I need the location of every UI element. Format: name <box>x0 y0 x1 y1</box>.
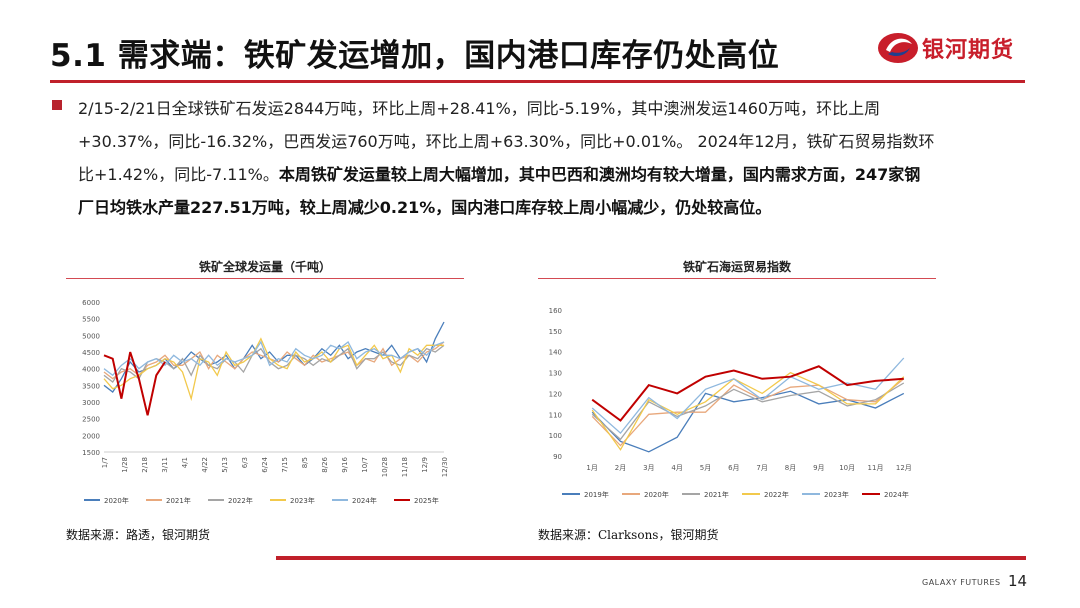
y-tick-label: 4500 <box>82 349 100 357</box>
trade-index-chart: 铁矿石海运贸易指数 160 150 140 130 120 110 100 90 1月 2月 3月 4… <box>538 250 936 520</box>
legend-label: 2021年 <box>166 496 191 505</box>
shipment-chart-title: 铁矿全球发运量（千吨） <box>198 260 331 274</box>
x-tick-label: 12/9 <box>421 457 429 473</box>
summary-line-3-bold: 本周铁矿发运量较上周大幅增加，其中巴西和澳洲均有较大增量，国内需求方面，247家… <box>278 165 921 184</box>
legend-label: 2025年 <box>414 496 439 505</box>
x-tick-label: 6月 <box>728 464 739 472</box>
galaxy-logo-icon <box>878 33 918 63</box>
summary-line-2: +30.37%，同比-16.32%，巴西发运760万吨，环比上周+63.30%，… <box>78 132 935 151</box>
x-tick-label: 11月 <box>868 464 884 472</box>
x-tick-label: 7/15 <box>281 457 289 473</box>
x-tick-label: 5/13 <box>221 457 229 473</box>
trade-index-chart-svg: 160 150 140 130 120 110 100 90 1月 2月 3月 4月 5月 6月 7月 8月 9… <box>549 307 912 499</box>
footer-brand: GALAXY FUTURES <box>922 578 1001 587</box>
legend-label: 2024年 <box>352 496 377 505</box>
y-tick-label: 4000 <box>82 366 100 374</box>
series-line-2020年 <box>591 378 905 447</box>
legend-label: 2019年 <box>584 490 609 499</box>
x-tick-label: 12月 <box>896 464 912 472</box>
legend-label: 2022年 <box>228 496 253 505</box>
legend-label: 2022年 <box>764 490 789 499</box>
y-tick-label: 130 <box>549 370 562 378</box>
legend-label: 2024年 <box>884 490 909 499</box>
series-line-2022年 <box>591 371 905 451</box>
x-tick-label: 12/30 <box>441 457 449 477</box>
x-tick-label: 4/1 <box>181 457 189 468</box>
series-line-2019年 <box>591 390 905 453</box>
x-tick-label: 1/7 <box>101 457 109 468</box>
x-tick-label: 9/16 <box>341 456 349 472</box>
trade-index-chart-top-rule <box>538 278 936 279</box>
y-tick-label: 6000 <box>82 299 100 307</box>
shipment-chart-svg: 6000 5500 5000 4500 4000 3500 3000 2500 2000 1500… <box>82 299 449 505</box>
y-tick-label: 5500 <box>82 316 100 324</box>
shipment-source: 数据来源：路透，银河期货 <box>66 528 211 542</box>
y-tick-label: 100 <box>549 432 562 440</box>
x-tick-label: 1/28 <box>121 457 129 473</box>
x-tick-label: 2/18 <box>141 457 149 473</box>
bullet-marker <box>52 100 62 110</box>
legend-label: 2020年 <box>644 490 669 499</box>
y-tick-label: 110 <box>549 411 562 419</box>
page-number: 14 <box>1008 572 1028 590</box>
title-divider <box>50 80 1025 83</box>
summary-line-4: 厂日均铁水产量227.51万吨，较上周减少0.21%，国内港口库存较上周小幅减少… <box>78 191 1028 224</box>
summary-text: 2/15-2/21日全球铁矿石发运2844万吨，环比上周+28.41%，同比-5… <box>78 92 1028 224</box>
y-tick-label: 1500 <box>82 449 100 457</box>
x-tick-label: 6/24 <box>261 456 269 472</box>
y-tick-label: 3500 <box>82 382 100 390</box>
galaxy-futures-logo: 银河期货 <box>876 26 1036 70</box>
legend-label: 2023年 <box>824 490 849 499</box>
x-tick-label: 3月 <box>643 464 654 472</box>
shipment-chart-top-rule <box>66 278 464 279</box>
y-tick-label: 120 <box>549 390 562 398</box>
x-tick-label: 8/5 <box>301 457 309 468</box>
series-line-2021年 <box>591 382 905 441</box>
footer-divider <box>276 556 1026 560</box>
x-tick-label: 9月 <box>813 464 824 472</box>
x-tick-label: 4/22 <box>201 457 209 473</box>
series-line-2024年 <box>591 365 904 422</box>
shipment-chart: 铁矿全球发运量（千吨） 6000 5500 5000 4500 4000 3500 3000… <box>66 250 464 520</box>
x-tick-label: 1月 <box>586 464 597 472</box>
y-tick-label: 150 <box>549 328 562 336</box>
x-tick-label: 3/11 <box>161 457 169 473</box>
legend-label: 2021年 <box>704 490 729 499</box>
page-title: 5.1 需求端：铁矿发运增加，国内港口库存仍处高位 <box>50 38 780 74</box>
x-tick-label: 6/3 <box>241 457 249 468</box>
y-tick-label: 3000 <box>82 399 100 407</box>
series-line-2025年 <box>103 351 166 416</box>
trade-index-chart-title: 铁矿石海运贸易指数 <box>682 260 791 274</box>
x-tick-label: 10/7 <box>361 457 369 473</box>
trade-index-source: 数据来源：Clarksons，银河期货 <box>538 528 719 542</box>
x-tick-label: 11/18 <box>401 457 409 477</box>
x-tick-label: 5月 <box>700 464 711 472</box>
x-tick-label: 10/28 <box>381 457 389 477</box>
y-tick-label: 160 <box>549 307 562 315</box>
y-tick-label: 2000 <box>82 432 100 440</box>
y-tick-label: 2500 <box>82 416 100 424</box>
x-tick-label: 2月 <box>615 464 626 472</box>
logo-text: 银河期货 <box>922 38 1015 63</box>
summary-line-4-bold: 厂日均铁水产量227.51万吨，较上周减少0.21%，国内港口库存较上周小幅减少… <box>78 198 772 217</box>
summary-line-3: 比+1.42%，同比-7.11%。本周铁矿发运量较上周大幅增加，其中巴西和澳洲均… <box>78 158 1028 191</box>
summary-line-1: 2/15-2/21日全球铁矿石发运2844万吨，环比上周+28.41%，同比-5… <box>78 99 881 118</box>
series-line-2024年 <box>103 340 445 377</box>
summary-line-3-plain: 比+1.42%，同比-7.11%。 <box>78 165 279 184</box>
x-tick-label: 8/26 <box>321 456 329 472</box>
legend-label: 2020年 <box>104 496 129 505</box>
y-tick-label: 5000 <box>82 332 100 340</box>
x-tick-label: 4月 <box>671 464 682 472</box>
x-tick-label: 8月 <box>785 464 796 472</box>
y-tick-label: 90 <box>553 453 562 461</box>
x-tick-label: 7月 <box>756 464 767 472</box>
legend-label: 2023年 <box>290 496 315 505</box>
y-tick-label: 140 <box>549 349 562 357</box>
x-tick-label: 10月 <box>839 464 855 472</box>
